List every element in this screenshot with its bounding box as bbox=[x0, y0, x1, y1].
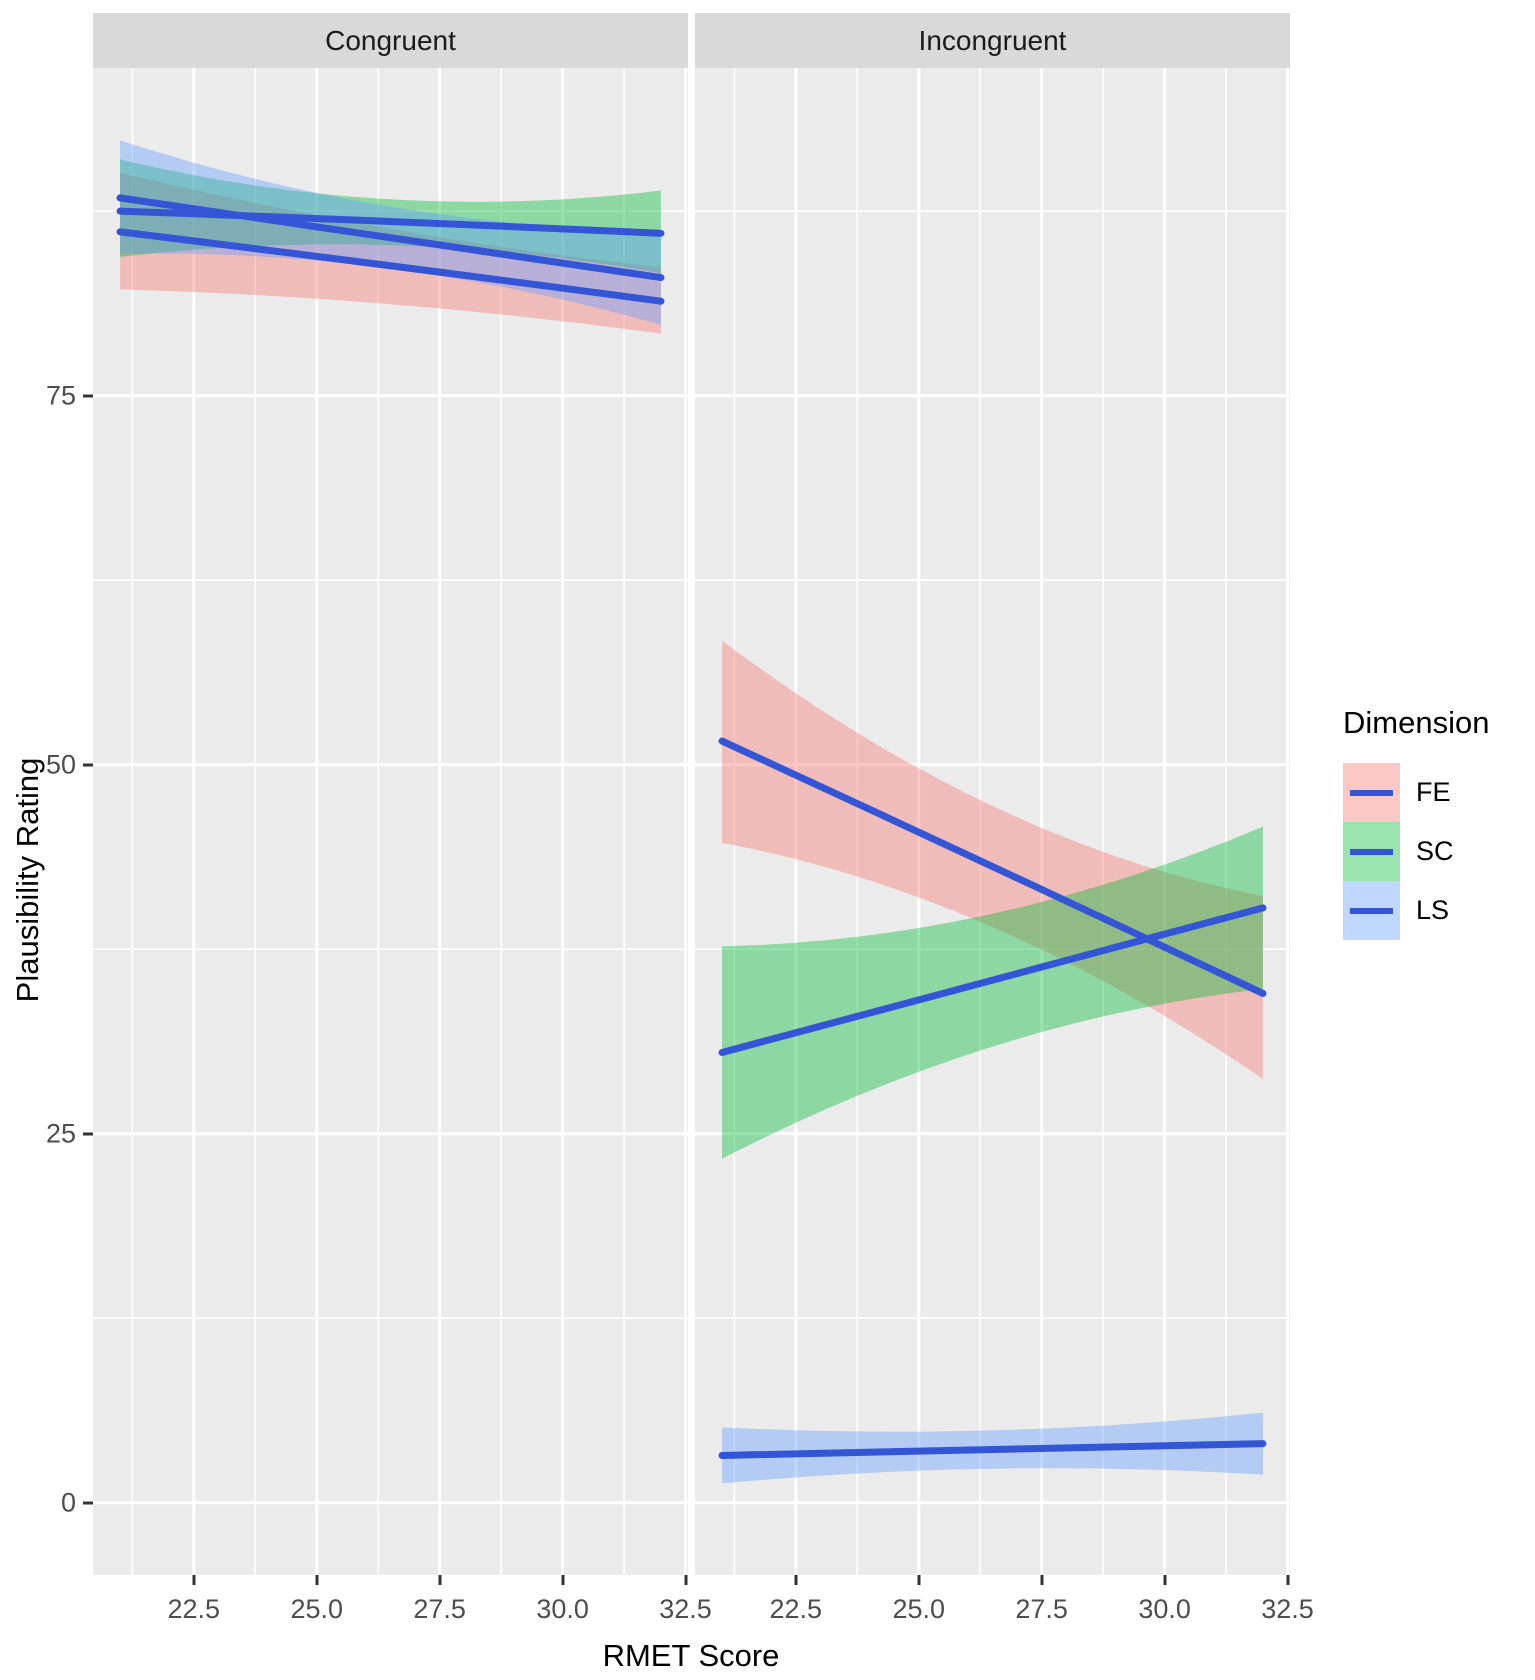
ci-ribbon-fe bbox=[722, 640, 1263, 1080]
y-tick-mark bbox=[83, 1501, 93, 1505]
x-tick-mark bbox=[438, 1575, 442, 1585]
legend-label-ls: LS bbox=[1416, 895, 1450, 925]
fit-line-sc bbox=[116, 207, 665, 237]
fit-line-ls bbox=[116, 194, 665, 282]
x-tick-mark bbox=[192, 1575, 196, 1585]
legend-label-sc: SC bbox=[1416, 836, 1454, 866]
y-tick-label: 25 bbox=[45, 1118, 76, 1149]
panel-canvas bbox=[93, 68, 688, 1575]
ci-ribbon-ls bbox=[120, 140, 661, 325]
fit-line-ls bbox=[718, 1440, 1267, 1459]
panel-canvas bbox=[695, 68, 1290, 1575]
x-axis-title: RMET Score bbox=[602, 1638, 780, 1673]
x-tick-mark bbox=[917, 1575, 921, 1585]
y-tick-mark bbox=[83, 763, 93, 767]
facet-label-incongruent: Incongruent bbox=[918, 24, 1067, 56]
plot-panel-congruent bbox=[93, 68, 688, 1575]
legend-key-line-icon bbox=[1350, 848, 1393, 855]
legend-entry-sc: SC bbox=[1343, 822, 1489, 881]
x-tick-label: 27.5 bbox=[413, 1594, 466, 1624]
legend: Dimension FE SC LS bbox=[1343, 705, 1489, 940]
legend-entry-ls: LS bbox=[1343, 881, 1489, 940]
x-tick-label: 30.0 bbox=[1138, 1594, 1191, 1624]
y-tick-mark bbox=[83, 394, 93, 398]
x-tick-label: 30.0 bbox=[536, 1594, 589, 1624]
fit-line-fe bbox=[116, 228, 665, 305]
x-tick-mark bbox=[1163, 1575, 1167, 1585]
legend-key-line-icon bbox=[1350, 789, 1393, 796]
x-tick-mark bbox=[794, 1575, 798, 1585]
fit-line-sc bbox=[718, 904, 1267, 1056]
legend-label-fe: FE bbox=[1416, 777, 1451, 807]
legend-key-line-icon bbox=[1350, 907, 1393, 914]
ci-ribbon-sc bbox=[120, 159, 661, 274]
x-tick-mark bbox=[1040, 1575, 1044, 1585]
y-tick-label: 0 bbox=[60, 1487, 76, 1518]
legend-swatch-ls bbox=[1343, 881, 1400, 940]
facet-strip-incongruent: Incongruent bbox=[695, 13, 1290, 68]
x-tick-mark bbox=[315, 1575, 319, 1585]
x-tick-label: 27.5 bbox=[1015, 1594, 1068, 1624]
facet-strip-congruent: Congruent bbox=[93, 13, 688, 68]
legend-title: Dimension bbox=[1343, 705, 1490, 740]
x-tick-mark bbox=[684, 1575, 688, 1585]
x-tick-label: 22.5 bbox=[167, 1594, 221, 1624]
y-tick-label: 75 bbox=[45, 380, 76, 411]
y-axis-title: Plausibility Rating bbox=[10, 757, 45, 1003]
x-tick-label: 25.0 bbox=[290, 1594, 344, 1624]
x-tick-label: 32.5 bbox=[1261, 1594, 1314, 1624]
x-tick-label: 32.5 bbox=[659, 1594, 712, 1624]
fit-line-fe bbox=[718, 737, 1267, 997]
y-tick-label: 50 bbox=[45, 749, 76, 780]
x-tick-mark bbox=[561, 1575, 565, 1585]
plot-panel-incongruent bbox=[695, 68, 1290, 1575]
ci-ribbon-sc bbox=[722, 826, 1263, 1159]
legend-swatch-fe bbox=[1343, 763, 1400, 822]
facet-label-congruent: Congruent bbox=[325, 24, 456, 56]
y-tick-mark bbox=[83, 1132, 93, 1136]
x-tick-mark bbox=[1286, 1575, 1290, 1585]
legend-swatch-sc bbox=[1343, 822, 1400, 881]
x-tick-label: 25.0 bbox=[892, 1594, 946, 1624]
legend-entry-fe: FE bbox=[1343, 763, 1489, 822]
x-tick-label: 22.5 bbox=[769, 1594, 823, 1624]
